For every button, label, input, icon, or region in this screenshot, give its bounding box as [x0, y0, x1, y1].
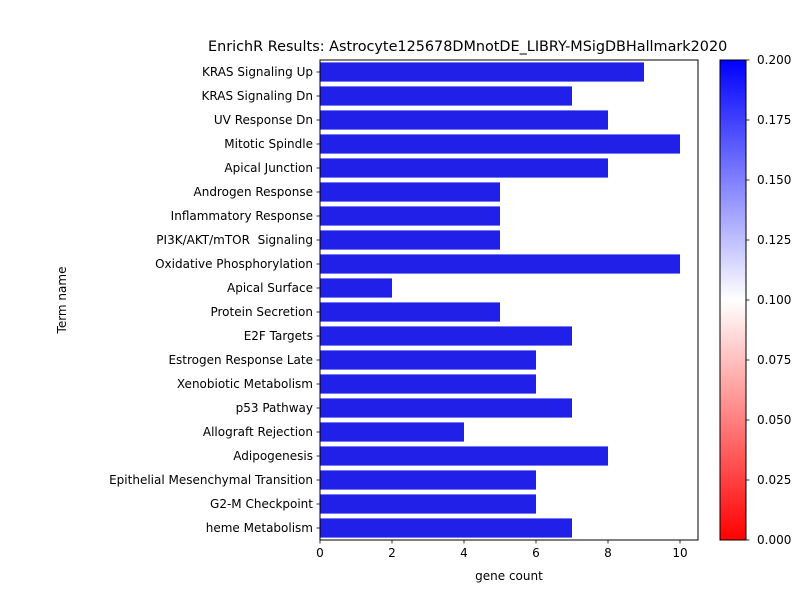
bar: [320, 230, 500, 250]
y-tick-label: Apical Junction: [224, 161, 313, 175]
x-tick-label: 4: [460, 546, 468, 560]
y-tick-label: G2-M Checkpoint: [210, 497, 313, 511]
bar: [320, 326, 572, 346]
bar: [320, 398, 572, 418]
bar: [320, 494, 536, 514]
bar: [320, 134, 680, 154]
bar: [320, 206, 500, 226]
y-tick-label: Epithelial Mesenchymal Transition: [109, 473, 313, 487]
colorbar-tick-label: 0.050: [757, 413, 791, 427]
y-tick-label: heme Metabolism: [206, 521, 313, 535]
y-tick-label: Oxidative Phosphorylation: [155, 257, 313, 271]
y-tick-label: Mitotic Spindle: [224, 137, 313, 151]
y-tick-label: Estrogen Response Late: [168, 353, 313, 367]
bar: [320, 278, 392, 298]
bar: [320, 374, 536, 394]
x-tick-label: 10: [672, 546, 687, 560]
bar: [320, 470, 536, 490]
y-tick-label: p53 Pathway: [236, 401, 313, 415]
colorbar-tick-label: 0.025: [757, 473, 791, 487]
bar: [320, 158, 608, 178]
colorbar: [719, 59, 747, 541]
y-tick-label: KRAS Signaling Up: [202, 65, 313, 79]
bar: [320, 254, 680, 274]
x-axis-label: gene count: [475, 569, 543, 583]
x-tick-label: 6: [532, 546, 540, 560]
bar: [320, 518, 572, 538]
x-tick-label: 8: [604, 546, 612, 560]
y-tick-labels: KRAS Signaling Up KRAS Signaling Dn UV Res…: [109, 65, 320, 535]
colorbar-tick-label: 0.125: [757, 233, 791, 247]
colorbar-tick-label: 0.200: [757, 53, 791, 67]
x-tick-label: 2: [388, 546, 396, 560]
bar: [320, 446, 608, 466]
bar: [320, 62, 644, 82]
y-tick-label: Protein Secretion: [210, 305, 313, 319]
y-tick-label: Allograft Rejection: [203, 425, 313, 439]
chart-title: EnrichR Results: Astrocyte125678DMnotDE_…: [208, 39, 727, 55]
colorbar-tick-label: 0.075: [757, 353, 791, 367]
bar: [320, 110, 608, 130]
colorbar-ticks: 0.000 0.025 0.050 0.075 0.100 0.125 0.150 0.175…: [746, 53, 791, 547]
y-axis-label: Term name: [55, 267, 69, 335]
y-tick-label: Androgen Response: [194, 185, 314, 199]
colorbar-tick-label: 0.100: [757, 293, 791, 307]
y-tick-label: Adipogenesis: [233, 449, 313, 463]
bar: [320, 350, 536, 370]
y-tick-label: Apical Surface: [227, 281, 313, 295]
y-tick-label: Xenobiotic Metabolism: [177, 377, 313, 391]
y-tick-label: E2F Targets: [244, 329, 313, 343]
bar: [320, 302, 500, 322]
y-tick-label: UV Response Dn: [214, 113, 313, 127]
plot-frame: [319, 59, 699, 541]
x-tick-label: 0: [316, 546, 324, 560]
bar: [320, 182, 500, 202]
bars-group: [320, 62, 680, 538]
y-tick-label: PI3K/AKT/mTOR Signaling: [156, 233, 313, 247]
x-ticks: 0 2 4 6 8 10: [316, 540, 688, 560]
colorbar-tick-label: 0.000: [757, 533, 791, 547]
bar: [320, 86, 572, 106]
colorbar-tick-label: 0.175: [757, 113, 791, 127]
bar: [320, 422, 464, 442]
y-tick-label: Inflammatory Response: [171, 209, 313, 223]
colorbar-tick-label: 0.150: [757, 173, 791, 187]
y-tick-label: KRAS Signaling Dn: [202, 89, 313, 103]
